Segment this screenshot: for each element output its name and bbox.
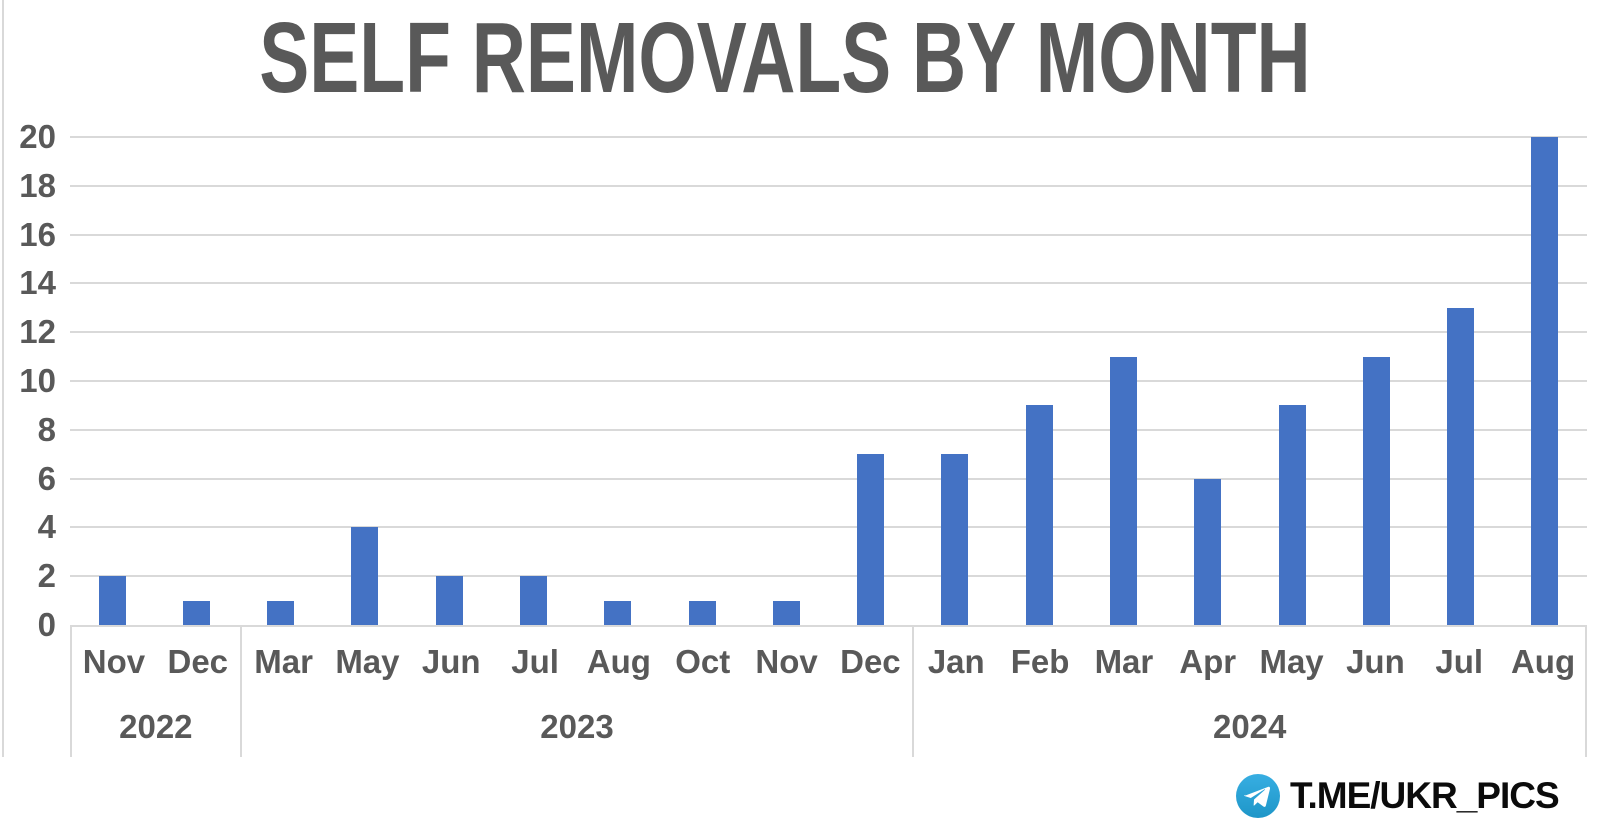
bar-jun-2024	[1362, 356, 1390, 625]
bar-slot-dec-2023	[829, 137, 913, 625]
bar-slot-mar-2024	[1081, 137, 1165, 625]
y-axis: 0 2 4 6 8 10 12 14 16 18 20	[0, 120, 56, 642]
bar-jun-2023	[435, 576, 463, 625]
bar-slot-nov-2023	[744, 137, 828, 625]
plot-area	[70, 136, 1587, 625]
bar-slot-aug-2023	[576, 137, 660, 625]
bar-aug-2023	[604, 600, 632, 625]
x-group-2022: Nov Dec 2022	[70, 627, 240, 757]
bar-dec-2022	[182, 600, 210, 625]
y-tick-label-4: 4	[37, 508, 56, 546]
bar-aug-2024	[1531, 137, 1559, 625]
gridline-8	[70, 428, 1587, 431]
bar-jul-2024	[1447, 307, 1475, 625]
bar-slot-jun-2023	[407, 137, 491, 625]
bars-row	[70, 137, 1587, 625]
y-tick-label-2: 2	[37, 557, 56, 595]
bar-jul-2023	[520, 576, 548, 625]
x-month-label-jun-2024: Jun	[1346, 643, 1405, 680]
gridline-6	[70, 477, 1587, 480]
bar-slot-nov-2022	[70, 137, 154, 625]
bar-slot-feb-2024	[997, 137, 1081, 625]
bar-may-2024	[1278, 405, 1306, 625]
x-month-label-aug-2023: Aug	[586, 643, 651, 680]
x-months-row-2024: Jan Feb Mar Apr May Jun Jul Aug	[914, 627, 1585, 697]
bar-apr-2024	[1194, 478, 1222, 625]
bar-nov-2023	[772, 600, 800, 625]
bar-group-2022	[70, 137, 239, 625]
gridline-2	[70, 575, 1587, 578]
y-tick-label-20: 20	[19, 118, 56, 155]
x-month-label-apr-2024: Apr	[1179, 643, 1237, 680]
bar-jan-2024	[941, 454, 969, 625]
x-group-2023: Mar May Jun Jul Aug Oct Nov Dec 2023	[239, 627, 913, 757]
x-month-label-jul-2024: Jul	[1435, 643, 1484, 680]
x-month-label-nov-2023: Nov	[755, 643, 818, 680]
gridline-16	[70, 233, 1587, 236]
x-month-label-jun-2023: Jun	[421, 643, 481, 680]
bar-slot-oct-2023	[660, 137, 744, 625]
x-month-label-nov-2022: Nov	[82, 643, 146, 680]
x-month-label-may-2023: May	[335, 643, 400, 680]
y-tick-label-16: 16	[19, 215, 56, 253]
x-axis: Nov Dec 2022 Mar May Jun Jul Aug Oct Nov Dec 2023 Ja…	[70, 625, 1588, 757]
gridline-20	[70, 136, 1587, 138]
y-tick-label-8: 8	[37, 410, 56, 448]
bar-slot-apr-2024	[1166, 137, 1250, 625]
gridline-10	[70, 380, 1587, 382]
x-month-label-jul-2023: Jul	[511, 643, 559, 680]
y-tick-label-18: 18	[19, 166, 56, 204]
y-tick-label-12: 12	[19, 313, 56, 351]
y-tick-label-10: 10	[19, 362, 56, 399]
gridline-14	[70, 282, 1587, 285]
x-group-2024: Jan Feb Mar Apr May Jun Jul Aug 2024	[912, 627, 1588, 757]
chart-left-border	[2, 0, 4, 757]
x-month-label-jan-2024: Jan	[927, 643, 985, 680]
y-tick-label-14: 14	[19, 264, 56, 302]
watermark: T.ME/UKR_PICS	[1236, 774, 1560, 818]
x-month-label-aug-2024: Aug	[1510, 643, 1576, 680]
gridline-4	[70, 526, 1587, 529]
x-month-label-dec-2022: Dec	[167, 643, 229, 680]
x-year-label-2022: 2022	[119, 708, 193, 745]
x-year-label-2023: 2023	[540, 708, 614, 745]
bar-slot-jun-2024	[1334, 137, 1418, 625]
bar-oct-2023	[688, 600, 716, 625]
bar-mar-2023	[267, 600, 295, 625]
bar-feb-2024	[1025, 405, 1053, 625]
x-month-label-mar-2024: Mar	[1094, 643, 1154, 680]
y-tick-label-0: 0	[37, 606, 56, 643]
x-month-label-dec-2023: Dec	[840, 643, 901, 680]
bar-may-2023	[351, 527, 379, 625]
bar-slot-may-2024	[1250, 137, 1334, 625]
bar-slot-dec-2022	[154, 137, 238, 625]
x-months-row-2023: Mar May Jun Jul Aug Oct Nov Dec	[242, 627, 913, 697]
bar-slot-jul-2023	[491, 137, 575, 625]
chart-title-container: SELF REMOVALS BY MONTH	[0, 8, 1570, 108]
gridline-12	[70, 331, 1587, 334]
chart-title: SELF REMOVALS BY MONTH	[259, 2, 1311, 114]
bar-slot-may-2023	[323, 137, 407, 625]
bar-slot-mar-2023	[239, 137, 323, 625]
bar-nov-2022	[98, 576, 126, 625]
gridline-18	[70, 184, 1587, 187]
y-tick-label-6: 6	[37, 459, 56, 497]
x-month-label-feb-2024: Feb	[1010, 643, 1070, 680]
x-year-label-2024: 2024	[1212, 708, 1287, 745]
bar-dec-2023	[857, 454, 885, 625]
x-month-label-mar-2023: Mar	[254, 643, 313, 680]
bar-slot-jan-2024	[913, 137, 997, 625]
bar-slot-aug-2024	[1503, 137, 1587, 625]
watermark-channel: T.ME/UKR_PICS	[1290, 775, 1560, 816]
bar-group-2024	[913, 137, 1587, 625]
x-months-row-2022: Nov Dec	[72, 627, 240, 697]
bar-mar-2024	[1109, 356, 1137, 625]
telegram-icon	[1236, 774, 1280, 818]
x-month-label-oct-2023: Oct	[675, 643, 731, 680]
bar-group-2023	[239, 137, 913, 625]
x-month-label-may-2024: May	[1259, 643, 1324, 680]
bar-slot-jul-2024	[1418, 137, 1502, 625]
